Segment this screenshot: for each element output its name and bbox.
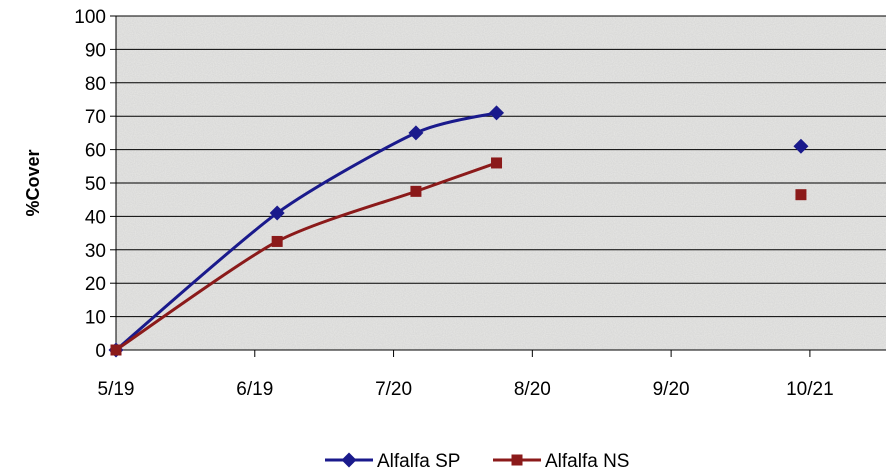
y-tick-label: 70: [85, 107, 106, 128]
series-2: [110, 157, 807, 356]
legend: Alfalfa SP Alfalfa NS: [325, 451, 629, 472]
y-tick-label: 40: [85, 207, 106, 228]
y-tick-label: 0: [95, 341, 106, 362]
x-axis-ticks: 5/19 6/19 7/20 8/20 9/20 10/21: [98, 350, 834, 400]
data-point-square: [410, 185, 422, 197]
data-point-diamond: [408, 125, 424, 141]
y-tick-label: 60: [85, 141, 106, 162]
x-tick-label: 7/20: [375, 379, 412, 400]
y-tick-label: 10: [85, 308, 106, 329]
series-layer: [108, 105, 809, 358]
x-tick-label: 6/19: [236, 379, 273, 400]
y-tick-label: 80: [85, 74, 106, 95]
y-tick-label: 100: [74, 7, 106, 28]
x-tick-label: 10/21: [786, 379, 834, 400]
x-tick-label: 8/20: [514, 379, 551, 400]
legend-item: Alfalfa SP: [325, 451, 460, 472]
legend-label: Alfalfa SP: [377, 451, 460, 472]
data-point-diamond: [489, 105, 505, 121]
gridlines: [116, 15, 886, 318]
data-point-diamond: [341, 452, 357, 468]
series-line: [115, 161, 498, 352]
series-line: [115, 111, 497, 352]
data-point-square: [110, 344, 122, 356]
y-tick-label: 50: [85, 174, 106, 195]
data-point-square: [511, 454, 523, 466]
legend-label: Alfalfa NS: [545, 451, 629, 472]
legend-item: Alfalfa NS: [493, 451, 629, 472]
y-tick-label: 20: [85, 274, 106, 295]
y-tick-label: 90: [85, 40, 106, 61]
data-point-diamond: [793, 138, 809, 154]
x-tick-label: 9/20: [653, 379, 690, 400]
data-point-square: [271, 235, 283, 247]
y-axis-ticks: 0 10 20 30 40 50 60 70 80 90 100: [74, 7, 116, 362]
x-tick-label: 5/19: [98, 379, 135, 400]
data-point-square: [795, 189, 807, 201]
data-point-diamond: [269, 205, 285, 221]
y-axis-title: %Cover: [23, 149, 43, 216]
y-tick-label: 30: [85, 241, 106, 262]
data-point-square: [491, 157, 503, 169]
